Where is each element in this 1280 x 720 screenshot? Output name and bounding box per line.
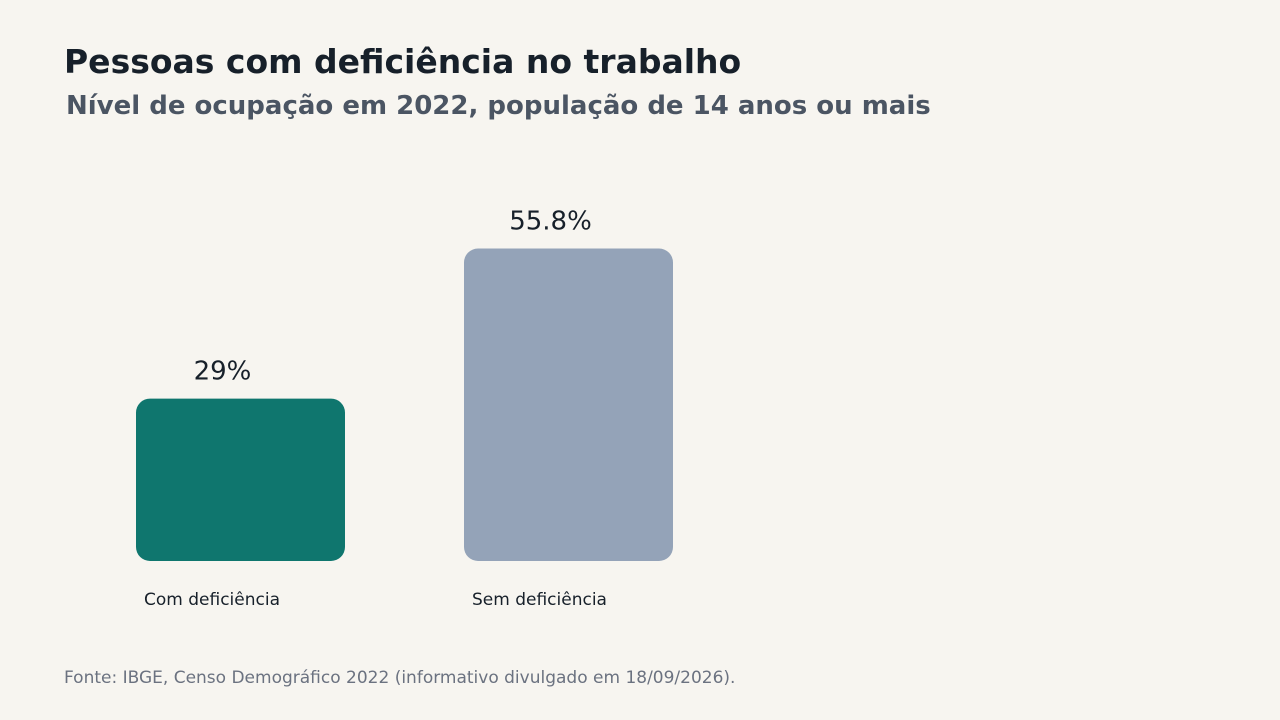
- chart-subtitle: Nível de ocupação em 2022, população de …: [66, 91, 931, 121]
- chart-title: Pessoas com deficiência no trabalho: [64, 42, 742, 81]
- category-label: Sem deficiência: [472, 590, 607, 610]
- bar-value-label: 55.8%: [509, 207, 592, 237]
- bar-value-label: 29%: [194, 357, 252, 387]
- bar-2: [464, 248, 673, 561]
- category-label: Com deficiência: [144, 590, 280, 610]
- source-note: Fonte: IBGE, Censo Demográfico 2022 (inf…: [64, 668, 736, 688]
- bar-1: [136, 398, 345, 561]
